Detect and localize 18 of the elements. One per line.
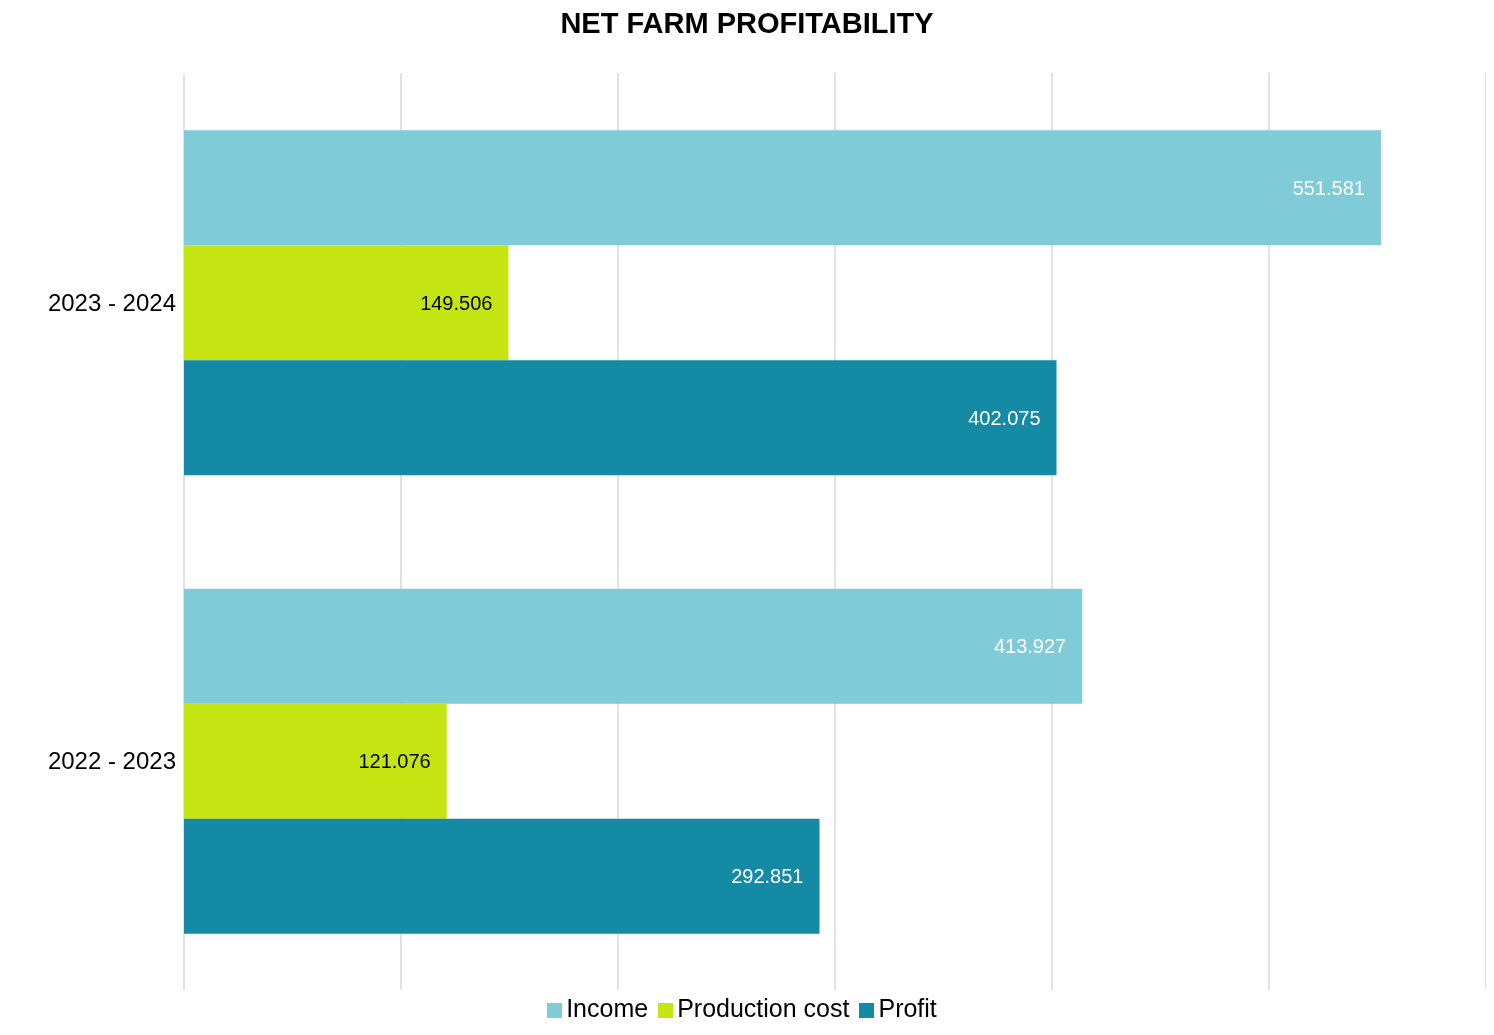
data-label: 121.076 — [358, 750, 431, 773]
bar — [184, 703, 447, 819]
data-label: 292.851 — [731, 865, 804, 888]
data-label: 551.581 — [1292, 176, 1365, 199]
bar — [184, 818, 820, 934]
chart-title: NET FARM PROFITABILITY — [559, 7, 935, 41]
y-tick-label: 2023 - 2024 — [47, 288, 176, 316]
legend-label: Production cost — [677, 994, 850, 1022]
legend-label: Income — [566, 994, 649, 1022]
data-label: 402.075 — [968, 406, 1041, 429]
data-label: 413.927 — [993, 635, 1067, 658]
data-label: 149.506 — [420, 291, 493, 314]
legend-label: Profit — [878, 994, 937, 1022]
y-tick-label: 2022 - 2023 — [47, 747, 176, 775]
bar — [184, 360, 1057, 476]
bar — [184, 130, 1381, 246]
bar — [184, 588, 1083, 704]
bar — [184, 245, 509, 361]
